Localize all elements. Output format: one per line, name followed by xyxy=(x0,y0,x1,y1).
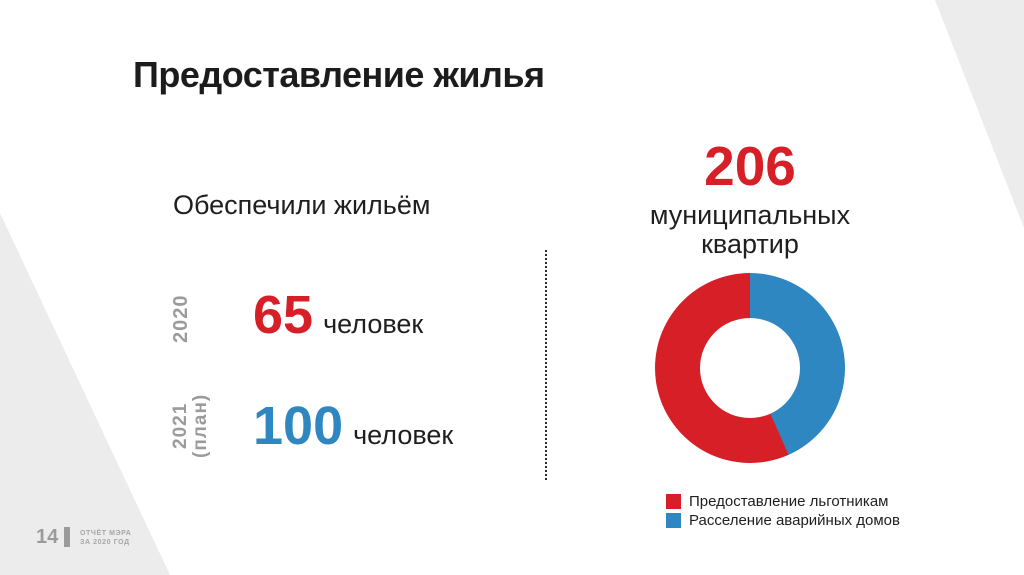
headline-caption: муниципальных квартир xyxy=(600,201,900,258)
legend-label: Расселение аварийных домов xyxy=(689,512,900,529)
year-label-2020: 2020 xyxy=(170,294,193,344)
footer-report-line1: ОТЧЁТ МЭРА xyxy=(80,530,132,537)
chart-legend: Предоставление льготникам Расселение ава… xyxy=(666,494,900,532)
dotted-divider xyxy=(545,250,547,480)
year-label-text: 2021 xyxy=(170,402,191,450)
footer-divider-bar xyxy=(64,527,70,547)
stat-unit: человек xyxy=(353,420,454,450)
legend-swatch xyxy=(666,513,681,528)
year-sublabel-text: (план) xyxy=(189,393,211,458)
corner-accent-top-right xyxy=(935,0,1024,228)
legend-row: Предоставление льготникам xyxy=(666,494,900,509)
stat-value: 100 xyxy=(253,396,344,456)
headline-caption-line1: муниципальных xyxy=(649,200,851,230)
stat-row-2020: 65 человек xyxy=(253,288,423,342)
legend-row: Расселение аварийных домов xyxy=(666,513,900,528)
stat-unit: человек xyxy=(323,309,424,339)
year-label-2021: 2021 (план) xyxy=(170,393,211,458)
headline-caption-line2: квартир xyxy=(701,228,799,259)
stat-row-2021: 100 человек xyxy=(253,399,453,453)
slide-title: Предоставление жилья xyxy=(133,54,545,95)
donut-hole xyxy=(700,318,800,418)
legend-swatch xyxy=(666,494,681,509)
corner-accent-left xyxy=(0,213,170,575)
headline-number: 206 xyxy=(704,135,796,197)
stat-value: 65 xyxy=(253,285,314,345)
year-label-text: 2020 xyxy=(170,294,192,344)
headline-block: 206 муниципальных квартир xyxy=(600,139,900,258)
left-subtitle: Обеспечили жильём xyxy=(173,190,431,220)
legend-label: Предоставление льготникам xyxy=(689,493,889,510)
footer-report-label: ОТЧЁТ МЭРА ЗА 2020 ГОД xyxy=(80,529,131,547)
footer-report-line2: ЗА 2020 ГОД xyxy=(80,539,130,547)
page-number: 14 xyxy=(36,526,59,548)
donut-chart xyxy=(655,273,845,463)
